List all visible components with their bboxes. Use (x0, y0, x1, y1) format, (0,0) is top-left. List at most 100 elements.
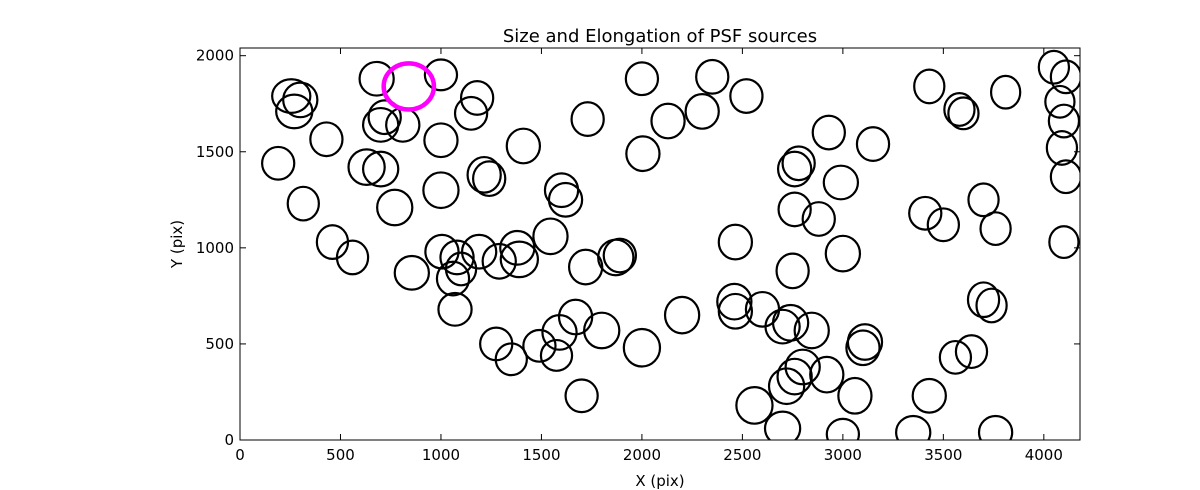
psf-source-ellipse (825, 417, 861, 440)
data-layer (261, 49, 1080, 440)
psf-source-ellipse (735, 386, 774, 425)
x-axis-label: X (pix) (635, 472, 684, 490)
psf-source-ellipse (532, 217, 569, 256)
psf-source-ellipse (347, 148, 386, 187)
psf-source-ellipse (771, 303, 810, 342)
psf-source-ellipse (570, 101, 605, 138)
psf-source-ellipse (282, 81, 319, 119)
psf-source-ellipse (926, 207, 961, 243)
psf-source-ellipse (460, 233, 498, 270)
y-axis-label: Y (pix) (168, 220, 186, 269)
psf-source-ellipse (793, 311, 830, 350)
psf-source-ellipse (977, 414, 1014, 440)
psf-source-ellipse (453, 95, 489, 131)
psf-source-ellipse (494, 342, 528, 377)
psf-source-ellipse (837, 376, 873, 415)
psf-source-ellipse (315, 224, 350, 260)
psf-source-ellipse (777, 191, 812, 228)
psf-source-ellipse (625, 135, 661, 173)
psf-source-ellipse (424, 233, 460, 270)
psf-source-ellipse (781, 145, 816, 182)
psf-source-ellipse (564, 378, 599, 414)
x-tick-label: 0 (235, 446, 245, 464)
psf-source-ellipse (776, 150, 813, 188)
psf-source-ellipse (358, 60, 395, 97)
y-tick-label: 2000 (196, 47, 234, 65)
psf-source-ellipse (776, 357, 813, 396)
chart-title: Size and Elongation of PSF sources (503, 26, 817, 47)
psf-source-ellipse (895, 414, 932, 440)
x-tick-label: 500 (326, 446, 355, 464)
psf-source-ellipse (801, 201, 836, 237)
highlighted-source-ellipse (381, 61, 437, 112)
psf-source-ellipse (624, 61, 660, 97)
psf-source-ellipse (911, 377, 947, 414)
psf-source-ellipse (1049, 159, 1080, 195)
psf-source-ellipse (938, 339, 973, 375)
psf-source-ellipse (459, 80, 495, 116)
psf-source-ellipse (422, 171, 460, 210)
psf-source-ellipse (1044, 84, 1076, 119)
psf-source-ellipse (663, 295, 701, 335)
psf-source-ellipse (423, 122, 459, 159)
y-tick-label: 500 (205, 335, 234, 353)
y-tick-label: 0 (224, 431, 234, 449)
psf-source-ellipse (444, 251, 478, 287)
psf-source-ellipse (376, 188, 414, 227)
psf-source-ellipse (466, 155, 502, 194)
psf-source-ellipse (966, 281, 1001, 319)
psf-source-ellipse (435, 260, 471, 297)
psf-source-ellipse (650, 102, 686, 140)
psf-source-ellipse (943, 92, 976, 127)
psf-source-ellipse (567, 248, 604, 286)
psf-source-ellipse (499, 240, 540, 279)
psf-source-ellipse (261, 145, 296, 181)
psf-source-ellipse (539, 338, 574, 372)
psf-source-ellipse (505, 127, 542, 165)
psf-source-ellipse (367, 99, 402, 136)
psf-source-ellipse (913, 68, 946, 105)
psf-source-ellipse (522, 328, 557, 363)
y-tick-label: 1500 (196, 143, 234, 161)
y-tick-label: 1000 (196, 239, 234, 257)
psf-source-ellipse (822, 164, 860, 201)
psf-source-ellipse (717, 292, 754, 330)
psf-source-ellipse (695, 58, 730, 95)
psf-source-ellipse (622, 327, 662, 368)
psf-source-ellipse (472, 160, 507, 198)
psf-source-ellipse (954, 334, 989, 370)
psf-source-ellipse (729, 78, 764, 114)
psf-source-ellipse (764, 308, 801, 345)
psf-source-ellipse (583, 311, 621, 350)
psf-source-ellipse (716, 282, 753, 321)
plot-frame (239, 47, 1081, 441)
psf-source-ellipse (335, 239, 370, 276)
x-tick-label: 3500 (924, 446, 962, 464)
psf-source-ellipse (824, 234, 862, 273)
psf-source-ellipse (361, 150, 400, 188)
psf-source-ellipse (423, 58, 459, 92)
psf-source-ellipse (979, 211, 1012, 247)
x-tick-label: 3000 (824, 446, 862, 464)
psf-source-ellipse (1048, 225, 1080, 260)
psf-source-ellipse (763, 410, 802, 440)
x-tick-label: 1000 (422, 446, 460, 464)
psf-source-ellipse (393, 254, 430, 291)
psf-source-ellipse (811, 114, 846, 151)
psf-source-ellipse (547, 181, 584, 218)
psf-source-ellipse (437, 291, 473, 327)
psf-source-ellipse (1045, 130, 1079, 166)
psf-source-ellipse (602, 237, 637, 274)
psf-source-ellipse (989, 74, 1022, 110)
x-tick-label: 2000 (623, 446, 661, 464)
psf-source-ellipse (557, 298, 594, 336)
x-tick-label: 2500 (723, 446, 761, 464)
psf-source-ellipse (775, 252, 810, 290)
psf-source-ellipse (1047, 103, 1080, 139)
psf-source-ellipse (1037, 49, 1071, 85)
psf-source-ellipse (908, 195, 943, 231)
psf-source-ellipse (286, 185, 320, 222)
psf-source-ellipse (481, 242, 517, 280)
psf-source-ellipse (809, 355, 845, 394)
